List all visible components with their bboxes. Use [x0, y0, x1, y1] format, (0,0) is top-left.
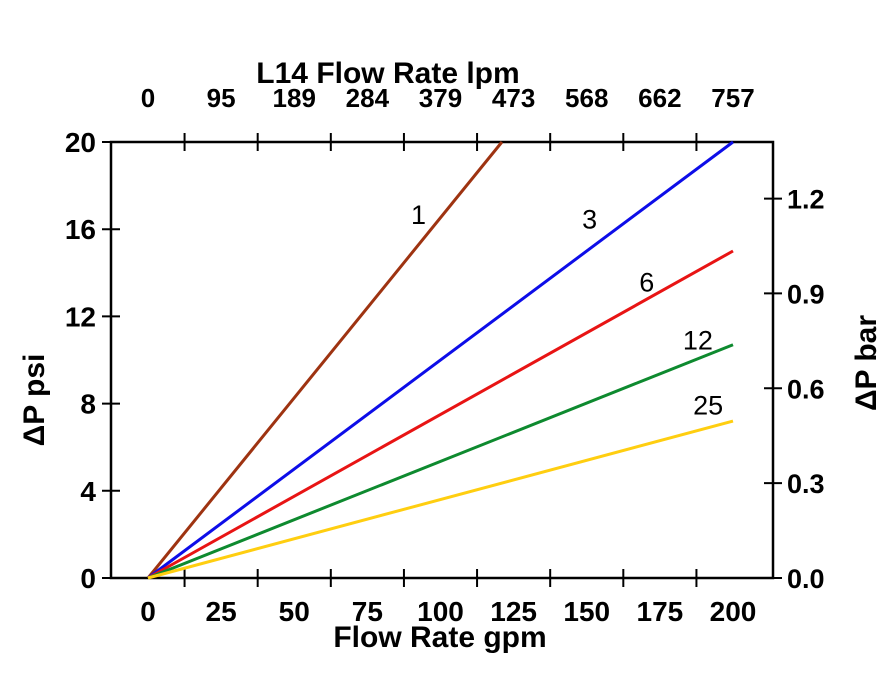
- x-tick-label-gpm: 100: [417, 596, 464, 627]
- series-line-25: [147, 419, 734, 580]
- series-line-6: [147, 249, 734, 580]
- x-tick-label-gpm: 0: [140, 596, 156, 627]
- y-tick-label-psi: 20: [65, 127, 96, 158]
- left-axis-title: ΔP psi: [18, 354, 51, 447]
- y-tick-label-bar: 0.9: [787, 279, 825, 309]
- y-tick-label-bar: 0.3: [787, 469, 825, 499]
- x-tick-label-lpm: 95: [207, 83, 236, 113]
- x-tick-label-gpm: 125: [490, 596, 537, 627]
- series-line-3: [147, 140, 734, 580]
- x-tick-label-lpm: 757: [711, 83, 754, 113]
- series-label-12: 12: [683, 325, 713, 355]
- x-tick-label-gpm: 175: [637, 596, 684, 627]
- y-tick-label-psi: 0: [80, 563, 96, 594]
- x-tick-label-lpm: 662: [638, 83, 681, 113]
- series-line-1: [146, 141, 504, 579]
- x-tick-label-lpm: 379: [419, 83, 462, 113]
- x-tick-label-gpm: 75: [352, 596, 383, 627]
- x-tick-label-lpm: 0: [141, 83, 155, 113]
- x-tick-label-gpm: 25: [206, 596, 237, 627]
- x-tick-label-gpm: 150: [563, 596, 610, 627]
- x-tick-label-gpm: 50: [279, 596, 310, 627]
- y-tick-label-psi: 16: [65, 214, 96, 245]
- x-tick-label-gpm: 200: [710, 596, 757, 627]
- x-tick-label-lpm: 284: [346, 83, 390, 113]
- x-tick-label-lpm: 473: [492, 83, 535, 113]
- y-tick-label-psi: 8: [80, 389, 96, 420]
- series-label-1: 1: [411, 200, 426, 230]
- bottom-axis-title: Flow Rate gpm: [333, 621, 546, 654]
- y-tick-label-bar: 1.2: [787, 185, 825, 215]
- plot-border: [109, 140, 775, 580]
- right-axis-title: ΔP bar: [850, 315, 883, 411]
- y-tick-label-bar: 0.0: [787, 564, 825, 594]
- y-tick-label-psi: 4: [80, 476, 96, 507]
- x-tick-label-lpm: 189: [273, 83, 316, 113]
- series-label-25: 25: [693, 391, 723, 421]
- y-tick-label-psi: 12: [65, 301, 96, 332]
- top-axis-title: L14 Flow Rate lpm: [256, 57, 519, 90]
- series-label-3: 3: [582, 204, 597, 234]
- y-tick-label-bar: 0.6: [787, 374, 825, 404]
- series-label-6: 6: [639, 268, 654, 298]
- series-line-12: [147, 343, 734, 580]
- x-tick-label-lpm: 568: [565, 83, 608, 113]
